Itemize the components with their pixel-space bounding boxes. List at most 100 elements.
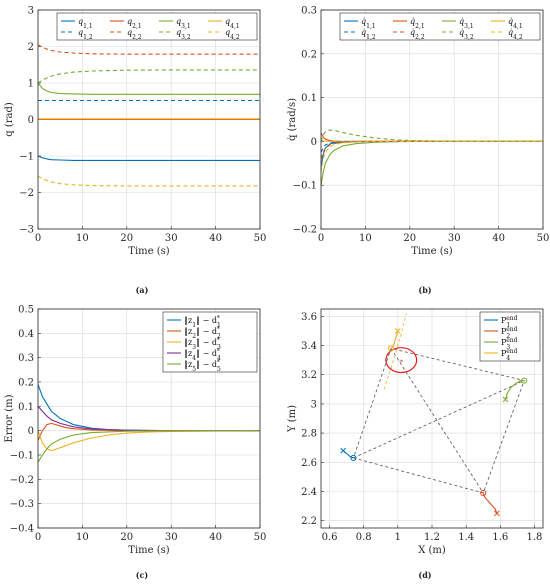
legend-label: P2end [501, 326, 518, 340]
legend-text-sub: 2 [217, 333, 221, 340]
series-line [38, 422, 260, 441]
legend-text-base: q [176, 28, 181, 37]
start-marker [494, 510, 500, 517]
y-tick-label: −3 [19, 225, 34, 236]
legend-text-sub: 1,2 [366, 34, 376, 41]
y-tick-label: 0 [28, 115, 34, 126]
legend-label: P3end [501, 337, 518, 351]
series-line [321, 129, 543, 142]
legend-label: ‖z4‖ − d4* [184, 348, 221, 362]
start-marker [340, 447, 347, 454]
legend-text-sub: 2,2 [415, 34, 425, 41]
legend-text-sub: 4 [192, 355, 196, 362]
legend-text-sub: 2 [192, 333, 196, 340]
series-line [38, 155, 260, 161]
x-tick-label: 10 [76, 532, 89, 543]
x-tick-label: 50 [537, 233, 550, 244]
legend-label: q̇4,2 [508, 28, 523, 41]
legend-text-base: q [176, 17, 181, 26]
series-line [38, 69, 260, 84]
legend-text-sub: 3 [506, 344, 510, 351]
plot-frame [320, 308, 544, 529]
y-tick-label: 2.8 [301, 429, 317, 440]
x-tick-label: 1 [395, 532, 401, 543]
legend-text-sub: 1 [506, 322, 510, 329]
legend-text-base: q̇ [508, 17, 513, 26]
legend-label: q̇2,2 [410, 28, 425, 41]
legend-text-sub: 3,1 [181, 23, 191, 30]
legend-text-sub: 2,1 [415, 23, 425, 30]
legend-text-base: q [78, 17, 83, 26]
panel-label-c: (c) [136, 570, 149, 580]
legend-text-base: q̇ [410, 28, 415, 37]
plot-content [38, 44, 260, 187]
legend-label: q3,2 [176, 28, 191, 41]
y-tick-label: −0.4 [10, 524, 34, 535]
y-tick-label: 0.1 [301, 93, 317, 104]
legend-label: q̇1,2 [361, 28, 376, 41]
plot-frame [320, 9, 544, 230]
y-axis-label: q (rad) [4, 102, 15, 137]
x-tick-label: 40 [209, 532, 222, 543]
series-line [321, 140, 543, 153]
legend-text-base: P [501, 349, 507, 358]
y-tick-label: 3.6 [301, 312, 317, 323]
y-tick-label: −0.2 [10, 475, 34, 486]
x-tick-label: 0 [318, 233, 324, 244]
x-axis-label: Time (s) [128, 545, 169, 556]
legend-text-sup: end [506, 315, 517, 322]
series-line [390, 330, 399, 349]
x-tick-label: 10 [359, 233, 372, 244]
legend-label: q̇3,2 [459, 28, 474, 41]
y-tick-label: −0.1 [10, 451, 34, 462]
chart-panel-c: (c) 0 10 20 30 40 50 −0.4 −0.3 −0.2 −0.1 0 0.1 0.2 0.… [4, 305, 266, 581]
legend-label: q2,2 [127, 28, 142, 41]
x-tick-label: 0 [35, 532, 41, 543]
legend-box [339, 12, 541, 41]
chart-panel-b: (b) 0 10 20 30 40 50 −0.2 −0.1 0 0.1 0.2 0.3 Time (s… [287, 6, 549, 296]
x-tick-label: 0.8 [356, 532, 372, 543]
x-tick-label: 50 [254, 532, 267, 543]
y-tick-label: −2 [19, 188, 34, 199]
legend-label: q̇1,1 [361, 17, 376, 30]
y-tick-label: 3 [28, 6, 34, 17]
legend-text-sub: 1,1 [83, 23, 93, 30]
legend-label: q̇3,1 [459, 17, 474, 30]
panel-label-a: (a) [136, 285, 149, 295]
x-tick-label: 20 [120, 532, 133, 543]
end-marker [387, 345, 395, 352]
legend-text-sub: 1 [192, 322, 196, 329]
legend-text-base: P [501, 338, 507, 347]
x-axis-label: X (m) [418, 545, 446, 556]
legend-label: q2,1 [127, 17, 142, 30]
x-tick-label: 20 [403, 233, 416, 244]
legend-text-base: ‖ − d [196, 349, 217, 358]
x-tick-label: 40 [209, 233, 222, 244]
legend-text-sup: * [217, 326, 220, 333]
x-tick-label: 40 [492, 233, 505, 244]
legend-label: q̇2,1 [410, 17, 425, 30]
plot-area [321, 10, 543, 229]
legend-text-sup: * [217, 315, 220, 322]
legend-text-sub: 4,2 [513, 34, 523, 41]
legend-text-sub: 4 [506, 355, 510, 362]
legend-text-sub: 2 [506, 333, 510, 340]
legend-label: ‖z3‖ − d3* [184, 337, 221, 351]
legend-text-sub: 3,2 [464, 34, 474, 41]
legend-label: q1,2 [78, 28, 93, 41]
x-tick-label: 1.8 [527, 532, 543, 543]
legend-text-sub: 5 [217, 366, 221, 373]
x-tick-label: 1.6 [492, 532, 508, 543]
x-axis-label: Time (s) [411, 246, 452, 257]
series-line [38, 44, 260, 55]
legend-label: q3,1 [176, 17, 191, 30]
series-line [321, 140, 543, 160]
legend-text-sub: 4,2 [230, 34, 240, 41]
legend-text-base: q̇ [459, 17, 464, 26]
chart-panel-a: (a) 0 10 20 30 40 50 −3 −2 −1 0 1 2 3 Time (s) q (rad)… [4, 6, 266, 296]
y-tick-label: 0.4 [18, 329, 34, 340]
series-line [38, 82, 260, 95]
legend-text-base: q̇ [410, 17, 415, 26]
y-tick-label: −0.2 [293, 225, 317, 236]
